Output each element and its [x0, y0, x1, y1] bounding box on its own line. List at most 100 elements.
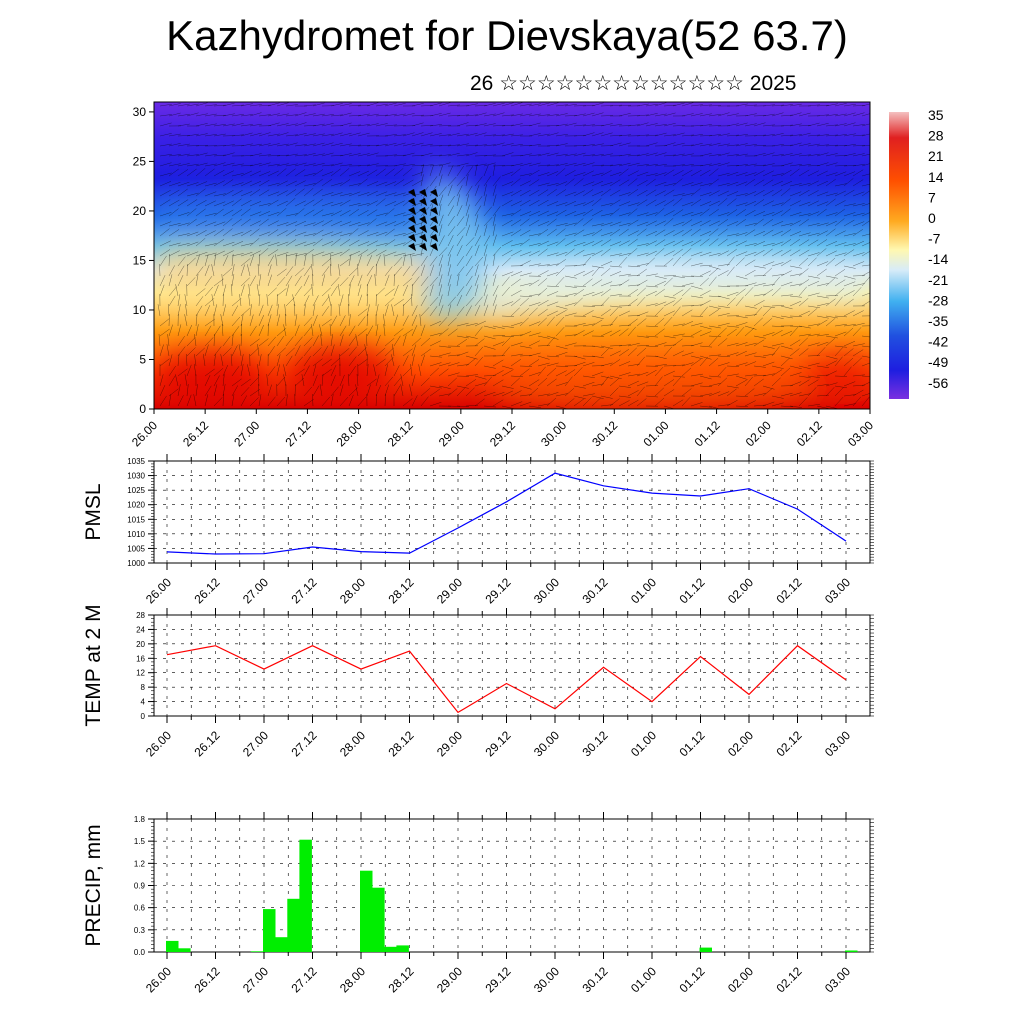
wind-barb — [429, 164, 442, 167]
wind-barb — [726, 171, 739, 177]
wind-barb — [825, 198, 836, 207]
wind-barb — [348, 132, 361, 137]
wind-barb — [771, 402, 784, 407]
wind-barb — [159, 172, 172, 177]
colorbar-label: -49 — [928, 354, 948, 370]
wind-barb — [411, 154, 425, 157]
wind-barb — [573, 229, 585, 237]
wind-barb — [591, 180, 604, 187]
wind-barb — [339, 168, 350, 177]
wind-barb — [366, 152, 379, 157]
wind-barb — [510, 298, 521, 307]
wind-barb — [582, 330, 594, 337]
wind-barb — [402, 168, 413, 177]
wind-barb — [366, 313, 369, 327]
wind-barb — [168, 112, 181, 117]
wind-barb — [609, 104, 623, 107]
wind-barb — [474, 144, 487, 147]
wind-barb — [609, 329, 621, 337]
heatmap-y-tick-label: 0 — [139, 402, 146, 416]
wind-barb — [519, 355, 533, 357]
wind-barb — [573, 202, 586, 207]
wind-barb — [861, 345, 870, 348]
wind-barb — [519, 173, 532, 177]
wind-barb — [771, 369, 783, 377]
wind-barb — [816, 180, 829, 187]
wind-barb — [816, 261, 829, 267]
wind-barb — [546, 263, 559, 267]
wind-barb — [780, 188, 791, 197]
wind-barb — [636, 398, 647, 407]
wind-barb — [195, 162, 208, 167]
wind-barb — [762, 353, 775, 357]
wind-barb — [339, 294, 344, 307]
wind-barb — [375, 242, 388, 247]
wind-barb — [807, 165, 821, 167]
wind-barb — [762, 134, 775, 137]
wind-barb — [231, 345, 238, 357]
wind-barb — [258, 162, 271, 167]
wind-barb — [276, 180, 288, 187]
wind-barb — [537, 287, 548, 297]
wind-barb — [573, 241, 586, 247]
wind-barb — [528, 405, 541, 409]
wind-barb — [726, 325, 739, 328]
wind-barb — [555, 393, 568, 397]
wind-barb — [492, 206, 501, 217]
wind-barb — [663, 295, 676, 299]
wind-barb — [735, 218, 747, 227]
wind-barb — [348, 153, 361, 157]
panel-x-tick-label: 03.00 — [822, 728, 853, 759]
wind-barb — [807, 257, 817, 267]
wind-barb — [708, 163, 721, 167]
panel-x-tick-label: 29.12 — [482, 575, 513, 606]
wind-barb — [618, 104, 632, 107]
wind-barb — [627, 248, 638, 257]
wind-barb — [510, 358, 522, 367]
wind-barb — [690, 142, 703, 147]
wind-barb — [618, 212, 631, 217]
wind-barb — [834, 396, 844, 407]
wind-barb — [726, 144, 739, 147]
wind-barb — [555, 113, 568, 117]
wind-barb — [699, 290, 711, 297]
wind-barb — [159, 255, 167, 267]
wind-barb — [275, 254, 278, 267]
wind-barb — [807, 403, 820, 407]
wind-barb — [627, 162, 640, 167]
wind-barb — [564, 191, 577, 197]
wind-barb — [789, 164, 802, 167]
wind-barb — [402, 348, 413, 357]
wind-barb — [393, 385, 401, 397]
wind-barb — [474, 155, 488, 157]
wind-barb — [753, 300, 765, 307]
wind-barb — [600, 232, 613, 237]
wind-barb — [753, 365, 766, 368]
wind-barb — [834, 242, 847, 247]
wind-barb — [753, 179, 765, 187]
wind-barb — [825, 387, 835, 397]
wind-barb — [384, 393, 386, 407]
wind-barb — [168, 154, 181, 157]
wind-barb — [537, 299, 549, 307]
wind-barb — [267, 102, 280, 107]
wind-barb — [249, 220, 261, 227]
wind-barb — [564, 162, 577, 167]
wind-barb — [663, 169, 675, 177]
wind-barb — [726, 352, 739, 357]
panel-y-tick-label: 1035 — [127, 457, 145, 466]
wind-barb — [681, 182, 694, 187]
panel-y-tick-label: 16 — [136, 654, 145, 663]
wind-barb — [195, 208, 206, 217]
wind-barb — [312, 102, 325, 107]
wind-barb — [501, 199, 513, 207]
wind-barb — [663, 346, 673, 357]
wind-barb — [636, 279, 648, 287]
wind-barb — [528, 332, 541, 337]
wind-barb — [249, 388, 261, 397]
wind-barb — [348, 284, 351, 297]
colorbar-label: 14 — [928, 169, 944, 185]
wind-barb — [177, 199, 189, 207]
wind-barb — [753, 306, 763, 317]
wind-barb — [204, 286, 214, 297]
